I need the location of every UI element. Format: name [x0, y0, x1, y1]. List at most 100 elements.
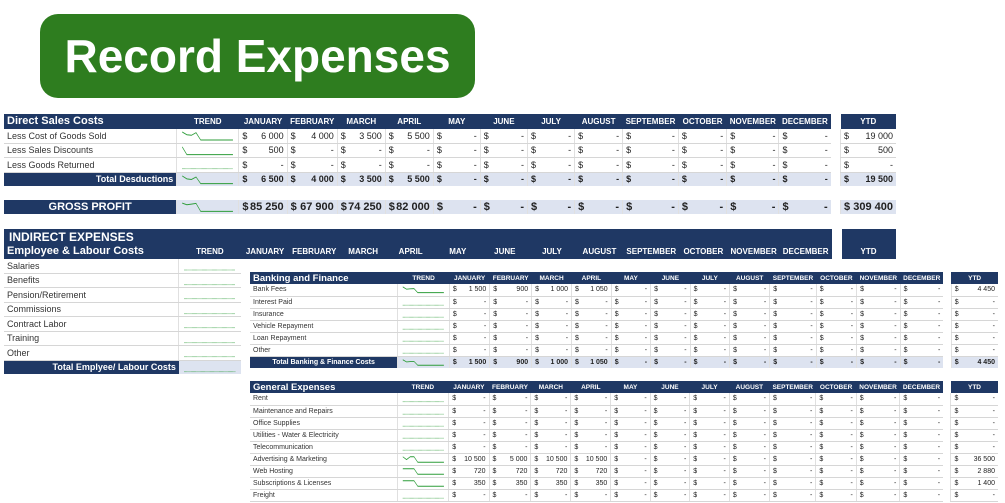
- value-cell[interactable]: $ -: [489, 296, 532, 309]
- value-cell[interactable]: $ -: [728, 441, 770, 454]
- value-cell[interactable]: $ -: [479, 199, 528, 215]
- value-cell[interactable]: $ -: [899, 477, 944, 490]
- value-cell[interactable]: $4 450: [950, 356, 998, 369]
- value-cell[interactable]: $ -: [815, 405, 857, 418]
- value-cell[interactable]: $ -: [531, 320, 572, 333]
- value-cell[interactable]: $ -: [950, 489, 998, 502]
- value-cell[interactable]: $ -: [856, 356, 901, 369]
- value-cell[interactable]: $309 400: [840, 199, 896, 215]
- value-cell[interactable]: $ -: [530, 429, 571, 442]
- value-cell[interactable]: $ -: [488, 441, 531, 454]
- value-cell[interactable]: $1 050: [571, 356, 612, 369]
- value-cell[interactable]: $ -: [899, 308, 944, 321]
- value-cell[interactable]: $ -: [855, 477, 900, 490]
- value-cell[interactable]: $ -: [856, 320, 901, 333]
- value-cell[interactable]: $ -: [768, 489, 816, 502]
- value-cell[interactable]: $ -: [689, 429, 730, 442]
- value-cell[interactable]: $ -: [769, 332, 817, 345]
- value-cell[interactable]: $ -: [570, 405, 611, 418]
- value-cell[interactable]: $ -: [677, 143, 727, 158]
- value-cell[interactable]: $ -: [778, 143, 831, 158]
- value-cell[interactable]: $ -: [950, 344, 998, 357]
- value-cell[interactable]: $ -: [650, 332, 691, 345]
- value-cell[interactable]: $ -: [689, 417, 730, 430]
- value-cell[interactable]: $350: [570, 477, 611, 490]
- value-cell[interactable]: $6 500: [238, 172, 288, 187]
- value-cell[interactable]: $ -: [855, 417, 900, 430]
- value-cell[interactable]: $5 500: [384, 128, 434, 144]
- value-cell[interactable]: $ -: [899, 489, 944, 502]
- value-cell[interactable]: $ -: [899, 320, 944, 333]
- value-cell[interactable]: $ -: [689, 489, 730, 502]
- value-cell[interactable]: $ -: [769, 308, 817, 321]
- value-cell[interactable]: $ -: [899, 332, 944, 345]
- value-cell[interactable]: $ -: [815, 417, 857, 430]
- value-cell[interactable]: $1 500: [448, 284, 490, 297]
- value-cell[interactable]: $ -: [610, 477, 651, 490]
- value-cell[interactable]: $5 000: [488, 453, 531, 466]
- value-cell[interactable]: $ -: [526, 172, 575, 187]
- value-cell[interactable]: $ -: [531, 344, 572, 357]
- value-cell[interactable]: $ -: [286, 157, 338, 173]
- value-cell[interactable]: $ -: [432, 143, 481, 158]
- value-cell[interactable]: $1 400: [950, 477, 998, 490]
- value-cell[interactable]: $ -: [769, 320, 817, 333]
- value-cell[interactable]: $ -: [530, 417, 571, 430]
- value-cell[interactable]: $ -: [610, 332, 651, 345]
- value-cell[interactable]: $ -: [610, 429, 651, 442]
- value-cell[interactable]: $ -: [689, 393, 730, 406]
- value-cell[interactable]: $ -: [489, 320, 532, 333]
- value-cell[interactable]: $ -: [384, 157, 434, 173]
- value-cell[interactable]: $ -: [768, 465, 816, 478]
- value-cell[interactable]: $720: [570, 465, 611, 478]
- value-cell[interactable]: $ -: [610, 320, 651, 333]
- value-cell[interactable]: $ -: [769, 344, 817, 357]
- value-cell[interactable]: $ -: [815, 453, 857, 466]
- value-cell[interactable]: $4 000: [286, 128, 338, 144]
- value-cell[interactable]: $900: [489, 284, 532, 297]
- value-cell[interactable]: $ -: [768, 393, 816, 406]
- value-cell[interactable]: $ -: [286, 143, 338, 158]
- value-cell[interactable]: $ -: [689, 332, 730, 345]
- value-cell[interactable]: $ -: [768, 477, 816, 490]
- value-cell[interactable]: $ -: [728, 465, 770, 478]
- value-cell[interactable]: $ -: [815, 344, 857, 357]
- value-cell[interactable]: $ -: [448, 296, 490, 309]
- value-cell[interactable]: $ -: [448, 332, 490, 345]
- value-cell[interactable]: $ -: [950, 441, 998, 454]
- value-cell[interactable]: $ -: [728, 489, 770, 502]
- value-cell[interactable]: $1 050: [571, 284, 612, 297]
- value-cell[interactable]: $ -: [488, 417, 531, 430]
- value-cell[interactable]: $ -: [855, 489, 900, 502]
- value-cell[interactable]: $ -: [432, 172, 481, 187]
- value-cell[interactable]: $ -: [899, 429, 944, 442]
- value-cell[interactable]: $ -: [479, 143, 528, 158]
- value-cell[interactable]: $ -: [571, 308, 612, 321]
- value-cell[interactable]: $ -: [815, 308, 857, 321]
- value-cell[interactable]: $ -: [726, 172, 779, 187]
- value-cell[interactable]: $ -: [728, 417, 770, 430]
- value-cell[interactable]: $ -: [729, 356, 770, 369]
- value-cell[interactable]: $ -: [448, 320, 490, 333]
- value-cell[interactable]: $ -: [610, 284, 651, 297]
- value-cell[interactable]: $ -: [432, 157, 481, 173]
- value-cell[interactable]: $ -: [899, 441, 944, 454]
- value-cell[interactable]: $ -: [899, 405, 944, 418]
- value-cell[interactable]: $ -: [336, 157, 386, 173]
- value-cell[interactable]: $ -: [677, 128, 727, 144]
- value-cell[interactable]: $ -: [571, 296, 612, 309]
- value-cell[interactable]: $ -: [726, 128, 779, 144]
- value-cell[interactable]: $ -: [610, 417, 651, 430]
- value-cell[interactable]: $ -: [768, 453, 816, 466]
- value-cell[interactable]: $ -: [899, 453, 944, 466]
- value-cell[interactable]: $ -: [815, 429, 857, 442]
- value-cell[interactable]: $ -: [768, 405, 816, 418]
- value-cell[interactable]: $ -: [729, 332, 770, 345]
- value-cell[interactable]: $ -: [726, 143, 779, 158]
- value-cell[interactable]: $ -: [855, 441, 900, 454]
- value-cell[interactable]: $ -: [489, 308, 532, 321]
- value-cell[interactable]: $ -: [610, 296, 651, 309]
- value-cell[interactable]: $ -: [622, 172, 679, 187]
- value-cell[interactable]: $ -: [649, 489, 690, 502]
- value-cell[interactable]: $ -: [726, 199, 779, 215]
